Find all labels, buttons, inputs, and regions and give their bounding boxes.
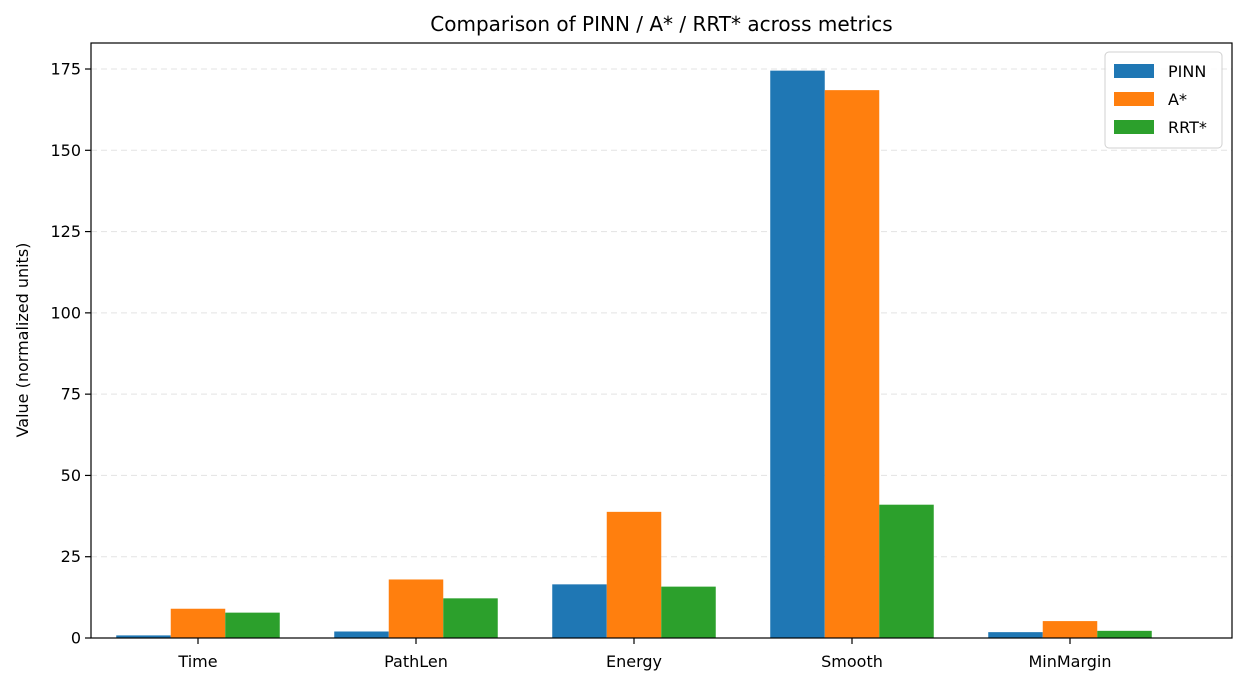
x-tick-label: MinMargin xyxy=(1028,652,1111,671)
bar-rrtstar-time xyxy=(225,612,280,638)
bars-layer xyxy=(116,70,1152,639)
bar-pinn-energy xyxy=(552,584,607,638)
y-axis-label: Value (normalized units) xyxy=(13,243,32,438)
legend-swatch xyxy=(1114,64,1154,78)
x-tick-label: Energy xyxy=(606,652,662,671)
bar-astar-minmargin xyxy=(1042,621,1098,638)
y-tick-label: 25 xyxy=(61,547,81,566)
legend: PINN A* RRT* xyxy=(1104,51,1223,149)
bar-astar-time xyxy=(170,608,226,638)
y-tick-label: 125 xyxy=(50,222,81,241)
y-tick-label: 175 xyxy=(50,60,81,79)
ticks-layer: 0 25 50 75 100 125 150 175 Time PathLen Energy Smoo… xyxy=(50,60,1111,671)
x-tick-label: Smooth xyxy=(821,652,883,671)
y-tick-label: 0 xyxy=(71,629,81,648)
bar-rrtstar-smooth xyxy=(879,504,934,638)
bar-rrtstar-minmargin xyxy=(1097,630,1152,638)
y-tick-label: 75 xyxy=(61,385,81,404)
bar-rrtstar-energy xyxy=(661,586,716,638)
legend-label: RRT* xyxy=(1168,118,1207,137)
legend-label: A* xyxy=(1168,90,1187,109)
bar-pinn-time xyxy=(116,635,171,638)
bar-pinn-pathlen xyxy=(334,631,389,638)
legend-swatch xyxy=(1114,92,1154,106)
legend-label: PINN xyxy=(1168,62,1206,81)
x-tick-label: PathLen xyxy=(384,652,448,671)
chart-title: Comparison of PINN / A* / RRT* across me… xyxy=(430,12,892,36)
bar-pinn-minmargin xyxy=(988,632,1043,638)
grid-layer xyxy=(91,68,1232,558)
bar-pinn-smooth xyxy=(770,70,825,639)
y-tick-label: 50 xyxy=(61,466,81,485)
x-tick-label: Time xyxy=(177,652,217,671)
plot-frame xyxy=(90,42,1233,639)
bar-astar-smooth xyxy=(824,90,880,639)
bar-astar-energy xyxy=(606,511,662,638)
bar-astar-pathlen xyxy=(388,579,444,638)
legend-swatch xyxy=(1114,120,1154,134)
bar-rrtstar-pathlen xyxy=(443,598,498,638)
y-tick-label: 150 xyxy=(50,141,81,160)
y-tick-label: 100 xyxy=(50,303,81,322)
